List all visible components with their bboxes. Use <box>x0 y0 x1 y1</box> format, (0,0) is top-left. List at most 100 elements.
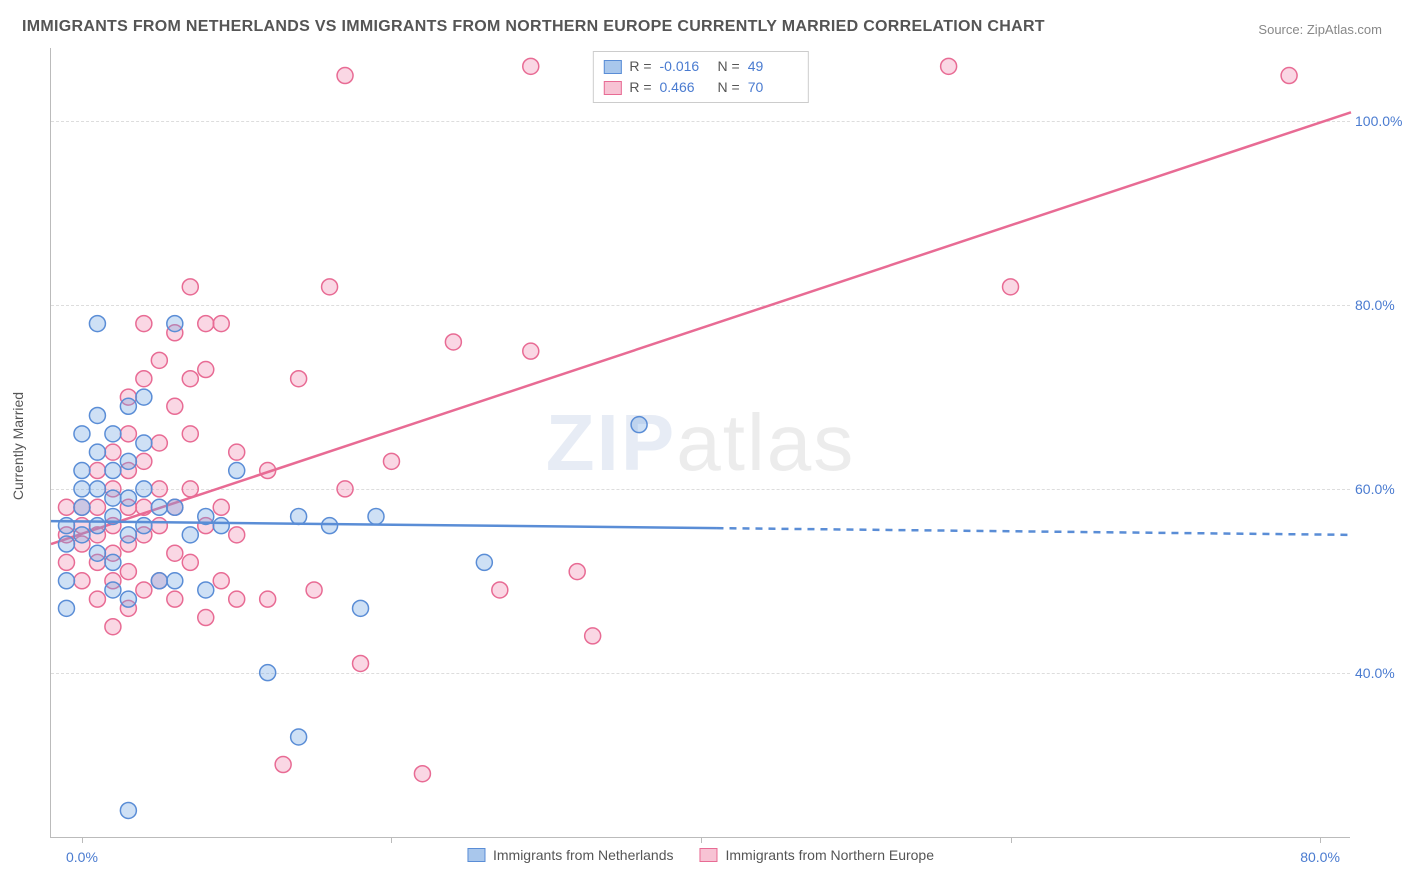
scatter-point <box>306 582 322 598</box>
scatter-point <box>167 573 183 589</box>
scatter-point <box>105 582 121 598</box>
scatter-point <box>445 334 461 350</box>
scatter-point <box>136 453 152 469</box>
scatter-point <box>476 554 492 570</box>
scatter-point <box>89 481 105 497</box>
scatter-point <box>213 499 229 515</box>
scatter-point <box>58 600 74 616</box>
legend-label-pink: Immigrants from Northern Europe <box>725 847 934 863</box>
scatter-point <box>151 499 167 515</box>
r-label: R = <box>629 77 651 98</box>
source-value: ZipAtlas.com <box>1307 22 1382 37</box>
scatter-point <box>136 518 152 534</box>
scatter-point <box>136 582 152 598</box>
y-axis-label: Currently Married <box>10 392 26 500</box>
scatter-point <box>1003 279 1019 295</box>
scatter-point <box>1281 68 1297 84</box>
scatter-point <box>89 591 105 607</box>
scatter-point <box>151 352 167 368</box>
legend-row-blue: R = -0.016 N = 49 <box>603 56 797 77</box>
legend-item-blue: Immigrants from Netherlands <box>467 847 674 863</box>
x-tick-label: 0.0% <box>66 849 98 865</box>
scatter-point <box>198 582 214 598</box>
r-value-pink: 0.466 <box>660 77 710 98</box>
scatter-point <box>368 508 384 524</box>
scatter-point <box>89 463 105 479</box>
correlation-legend: R = -0.016 N = 49 R = 0.466 N = 70 <box>592 51 808 103</box>
scatter-point <box>105 490 121 506</box>
scatter-point <box>167 316 183 332</box>
scatter-point <box>120 591 136 607</box>
y-tick-label: 80.0% <box>1355 297 1406 313</box>
scatter-point <box>182 426 198 442</box>
scatter-point <box>89 545 105 561</box>
plot-area: ZIPatlas 40.0%60.0%80.0%100.0%0.0%80.0% … <box>50 48 1350 838</box>
swatch-blue-icon <box>603 60 621 74</box>
scatter-point <box>229 444 245 460</box>
scatter-point <box>182 554 198 570</box>
scatter-point <box>353 600 369 616</box>
scatter-point <box>74 426 90 442</box>
y-tick-label: 60.0% <box>1355 481 1406 497</box>
scatter-point <box>74 481 90 497</box>
scatter-point <box>136 435 152 451</box>
trend-line-dashed <box>716 528 1351 535</box>
scatter-point <box>105 554 121 570</box>
scatter-point <box>631 417 647 433</box>
scatter-point <box>275 757 291 773</box>
chart-svg <box>51 48 1350 837</box>
swatch-pink-icon <box>699 848 717 862</box>
scatter-point <box>105 619 121 635</box>
scatter-point <box>58 554 74 570</box>
scatter-point <box>198 316 214 332</box>
scatter-point <box>229 463 245 479</box>
scatter-point <box>89 316 105 332</box>
scatter-point <box>353 655 369 671</box>
scatter-point <box>523 58 539 74</box>
scatter-point <box>229 527 245 543</box>
scatter-point <box>89 518 105 534</box>
source-label: Source: <box>1258 22 1303 37</box>
y-tick-label: 100.0% <box>1355 113 1406 129</box>
scatter-point <box>136 371 152 387</box>
series-legend: Immigrants from Netherlands Immigrants f… <box>467 847 934 863</box>
scatter-point <box>120 527 136 543</box>
scatter-point <box>414 766 430 782</box>
scatter-point <box>492 582 508 598</box>
scatter-point <box>213 573 229 589</box>
scatter-point <box>260 665 276 681</box>
scatter-point <box>151 481 167 497</box>
scatter-point <box>229 591 245 607</box>
scatter-point <box>120 490 136 506</box>
scatter-point <box>322 518 338 534</box>
source-attribution: Source: ZipAtlas.com <box>1258 22 1382 37</box>
scatter-point <box>213 518 229 534</box>
scatter-point <box>523 343 539 359</box>
x-tick-label: 80.0% <box>1300 849 1340 865</box>
scatter-point <box>167 545 183 561</box>
trend-line <box>51 112 1351 544</box>
scatter-point <box>120 802 136 818</box>
chart-title: IMMIGRANTS FROM NETHERLANDS VS IMMIGRANT… <box>22 18 1045 36</box>
scatter-point <box>105 444 121 460</box>
scatter-point <box>322 279 338 295</box>
scatter-point <box>585 628 601 644</box>
scatter-point <box>182 279 198 295</box>
scatter-point <box>167 398 183 414</box>
scatter-point <box>120 453 136 469</box>
legend-row-pink: R = 0.466 N = 70 <box>603 77 797 98</box>
n-label: N = <box>718 77 740 98</box>
scatter-point <box>105 463 121 479</box>
n-label: N = <box>718 56 740 77</box>
scatter-point <box>569 564 585 580</box>
y-tick-label: 40.0% <box>1355 665 1406 681</box>
scatter-point <box>89 499 105 515</box>
r-value-blue: -0.016 <box>660 56 710 77</box>
scatter-point <box>291 371 307 387</box>
scatter-point <box>58 499 74 515</box>
scatter-point <box>260 591 276 607</box>
scatter-point <box>151 573 167 589</box>
scatter-point <box>58 536 74 552</box>
scatter-point <box>105 426 121 442</box>
scatter-point <box>89 444 105 460</box>
